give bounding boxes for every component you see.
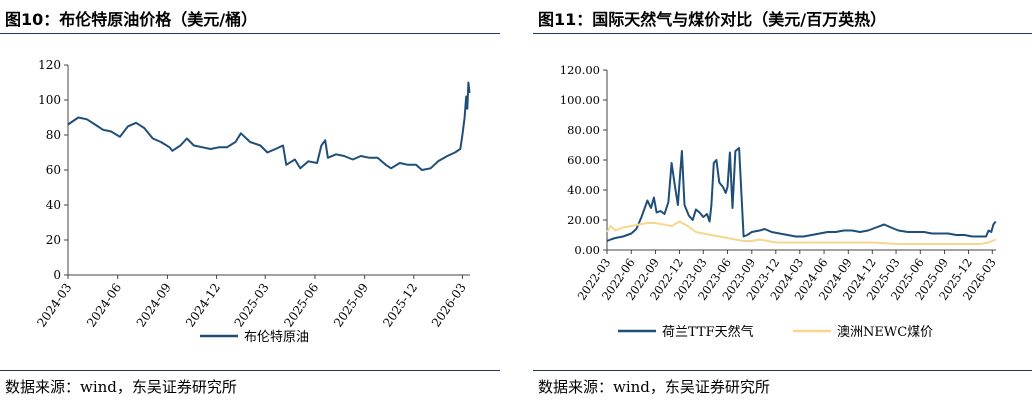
- x-tick-label: 2024-03: [34, 281, 74, 330]
- y-tick-label: 0: [53, 268, 61, 282]
- brent-chart-panel: 图10：布伦特原油价格（美元/桶） 0 20 40 60 80 100 120 2024-03…: [0, 0, 500, 403]
- y-tick-label: 120.00: [560, 63, 600, 77]
- y-tick-label: 60: [46, 163, 61, 177]
- brent-line-chart: 0 20 40 60 80 100 120 2024-03 2024-06 2024-09 2024…: [34, 58, 471, 345]
- y-tick-label: 80.00: [567, 123, 600, 137]
- chart-title: 图10：布伦特原油价格（美元/桶）: [5, 10, 258, 29]
- legend-label: 荷兰TTF天然气: [662, 324, 754, 340]
- y-tick-label: 80: [46, 128, 61, 142]
- x-tick-label: 2025-03: [232, 281, 272, 330]
- gas-coal-line-chart: 0.0020.0040.0060.0080.00100.00120.002022…: [560, 63, 999, 340]
- series-line-1: [67, 81, 471, 171]
- y-tick-label: 100: [38, 93, 61, 107]
- title-rule: [0, 33, 500, 34]
- y-tick-label: 20: [46, 233, 61, 247]
- x-tick-label: 2026-03: [429, 281, 469, 330]
- legend-item: 荷兰TTF天然气: [618, 324, 754, 340]
- x-tick-label: 2025-09: [331, 281, 371, 330]
- gas-coal-chart-panel: 图11：国际天然气与煤价对比（美元/百万英热） 0.00 20.00 40.00 60…: [533, 0, 1032, 403]
- footer-rule: [0, 370, 500, 371]
- y-tick-label: 40: [46, 198, 61, 212]
- legend-item: 布伦特原油: [200, 330, 309, 345]
- series-line-2: [606, 220, 997, 245]
- chart-title: 图11：国际天然气与煤价对比（美元/百万英热）: [538, 10, 887, 29]
- y-tick-label: 100.00: [560, 93, 600, 107]
- x-tick-label: 2025-06: [281, 281, 321, 330]
- data-source-note: 数据来源：wind，东吴证券研究所: [538, 378, 770, 396]
- footer-rule: [533, 370, 1032, 371]
- data-source-note: 数据来源：wind，东吴证券研究所: [5, 378, 237, 396]
- legend-label: 布伦特原油: [244, 330, 309, 345]
- y-tick-label: 40.00: [567, 183, 600, 197]
- y-tick-label: 20.00: [567, 213, 600, 227]
- y-tick-label: 0.00: [574, 243, 600, 257]
- title-rule: [533, 33, 1032, 34]
- x-tick-label: 2024-12: [183, 281, 223, 330]
- series-line-1: [606, 147, 997, 242]
- x-tick-label: 2024-06: [84, 281, 124, 330]
- y-tick-label: 60.00: [567, 153, 600, 167]
- legend-item: 澳洲NEWC煤价: [793, 324, 933, 340]
- x-tick-label: 2024-09: [134, 281, 174, 330]
- legend-label: 澳洲NEWC煤价: [837, 324, 933, 340]
- y-tick-label: 120: [38, 58, 61, 72]
- x-tick-label: 2025-12: [380, 281, 420, 330]
